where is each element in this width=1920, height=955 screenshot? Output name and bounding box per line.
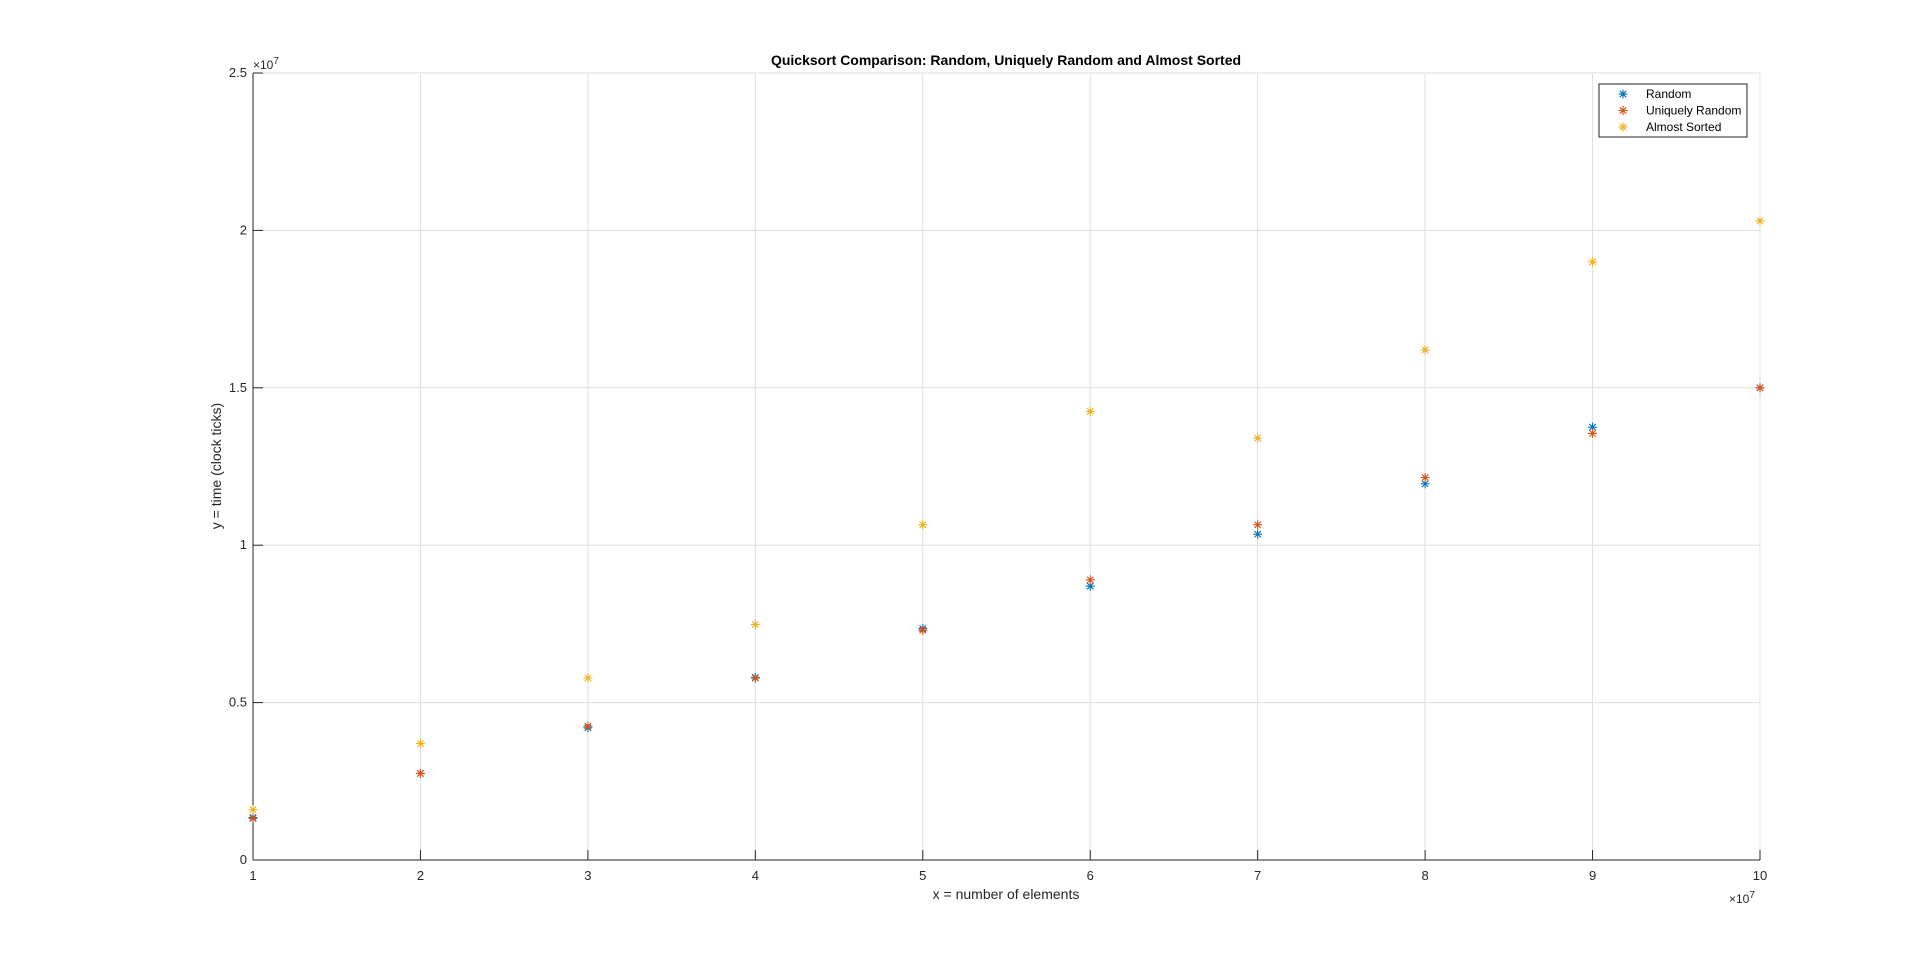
x-tick-label: 7 [1254, 868, 1261, 883]
data-point-almost-sorted [1755, 216, 1765, 226]
data-point-uniquely-random [415, 768, 425, 778]
x-tick-label: 2 [417, 868, 424, 883]
data-point-almost-sorted [583, 673, 593, 683]
data-point-uniquely-random [918, 625, 928, 635]
data-point-uniquely-random [1085, 575, 1095, 585]
y-axis-label: y = time (clock ticks) [208, 403, 224, 529]
x-exponent-label: ×107 [1729, 890, 1755, 906]
x-tick-label: 5 [919, 868, 926, 883]
data-point-almost-sorted [1420, 345, 1430, 355]
y-multiplier: ×10 [253, 58, 274, 72]
legend-label: Almost Sorted [1646, 120, 1721, 134]
data-point-almost-sorted [1588, 257, 1598, 267]
y-tick-label: 0.5 [229, 695, 247, 710]
data-point-uniquely-random [1253, 520, 1263, 530]
data-point-uniquely-random [1420, 473, 1430, 483]
data-point-uniquely-random [583, 721, 593, 731]
data-point-uniquely-random [750, 673, 760, 683]
x-multiplier: ×10 [1729, 892, 1750, 906]
x-tick-label: 3 [584, 868, 591, 883]
data-point-almost-sorted [415, 739, 425, 749]
data-points [248, 216, 1765, 823]
data-point-almost-sorted [1253, 433, 1263, 443]
data-point-uniquely-random [1755, 383, 1765, 393]
data-point-random [1588, 422, 1598, 432]
legend-entries: Random Uniquely Random Almost Sorted [1618, 87, 1741, 134]
y-tick-label: 1 [240, 537, 247, 552]
data-point-uniquely-random [248, 813, 258, 823]
y-tick-label: 2.5 [229, 65, 247, 80]
x-tick-label: 8 [1421, 868, 1428, 883]
x-tick-label: 1 [249, 868, 256, 883]
data-point-uniquely-random [1588, 428, 1598, 438]
legend-marker [1618, 106, 1628, 115]
legend-label: Uniquely Random [1646, 104, 1741, 118]
legend: Random Uniquely Random Almost Sorted [1598, 83, 1748, 138]
data-point-almost-sorted [1085, 406, 1095, 416]
x-tick-label: 10 [1753, 868, 1767, 883]
legend-marker [1618, 122, 1628, 132]
x-tick-label: 6 [1087, 868, 1094, 883]
y-exponent: 7 [273, 56, 279, 67]
y-tick-label: 0 [240, 852, 247, 867]
x-tick-label: 9 [1589, 868, 1596, 883]
data-point-random [1253, 529, 1263, 539]
x-tick-label: 4 [752, 868, 759, 883]
chart-title: Quicksort Comparison: Random, Uniquely R… [771, 52, 1241, 68]
data-point-almost-sorted [248, 805, 258, 815]
svg-text:×107: ×107 [253, 56, 279, 72]
x-axis-label: x = number of elements [933, 886, 1080, 902]
data-point-almost-sorted [918, 520, 928, 530]
plot-area [253, 73, 1760, 860]
y-exponent-label: ×107 [253, 56, 279, 72]
y-tick-label: 1.5 [229, 380, 247, 395]
ticks: 1 2 3 4 5 6 7 8 9 10 0 0.5 1 1.5 2 2.5 [229, 65, 1767, 883]
svg-text:×107: ×107 [1729, 890, 1755, 906]
axes [252, 73, 1760, 861]
y-tick-label: 2 [240, 222, 247, 237]
data-point-almost-sorted [750, 620, 760, 630]
x-exponent: 7 [1749, 890, 1755, 901]
legend-marker [1618, 89, 1628, 99]
legend-label: Random [1646, 87, 1691, 101]
